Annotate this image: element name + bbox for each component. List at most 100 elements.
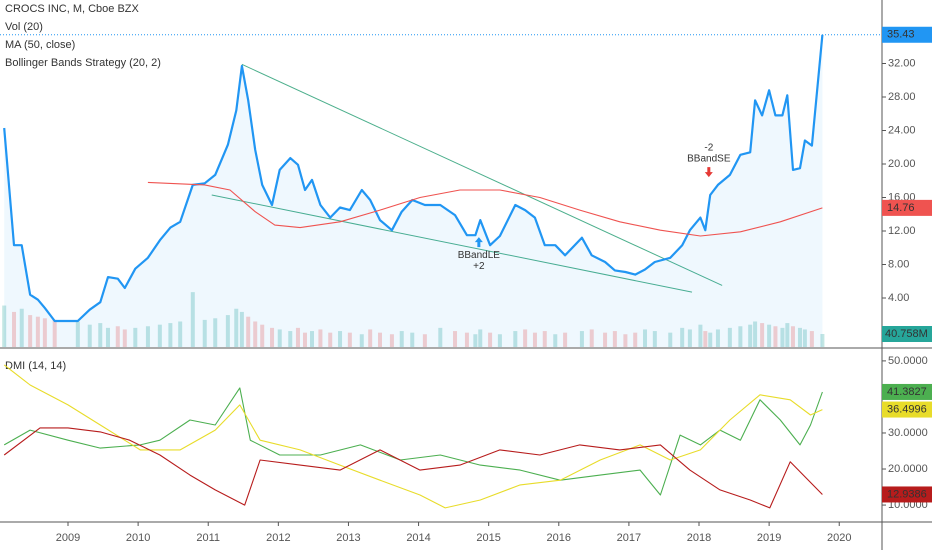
volume-bar (145, 326, 150, 347)
volume-bar (422, 334, 427, 347)
price-label: 35.43 (887, 29, 915, 41)
volume-bar (753, 321, 758, 347)
x-tick-label: 2018 (687, 532, 711, 544)
volume-bar (35, 316, 40, 347)
volume-bar (553, 334, 558, 347)
legend-strategy: Bollinger Bands Strategy (20, 2) (5, 57, 161, 69)
series-line (3, 34, 824, 323)
trendline (241, 63, 723, 286)
volume-bar (603, 332, 608, 347)
volume-bar (809, 331, 814, 347)
volume-bar (105, 327, 110, 347)
signal-arrow (474, 237, 483, 248)
volume-bar (802, 329, 807, 347)
legend-volume: Vol (20) (5, 21, 43, 33)
volume-bar (748, 324, 753, 347)
volume-bar (42, 318, 47, 347)
y-tick-label: 8.00 (888, 258, 909, 270)
volume-bar (668, 332, 673, 347)
price-label: 36.4996 (887, 403, 927, 415)
x-tick-label: 2013 (336, 532, 360, 544)
volume-bar (75, 321, 80, 347)
volume-bar (12, 311, 17, 347)
volume-bar (260, 324, 265, 347)
y-tick-label: 24.00 (888, 124, 916, 136)
dmi-title: DMI (14, 14) (5, 360, 66, 372)
area-fill (4, 34, 823, 348)
volume-bar (633, 332, 638, 347)
volume-bar (178, 321, 183, 347)
y-tick-label: 32.00 (888, 57, 916, 69)
x-tick-label: 2011 (196, 532, 220, 544)
x-tick-label: 2012 (266, 532, 290, 544)
volume-bar (368, 329, 373, 347)
volume-bar (246, 316, 251, 347)
volume-bar (790, 326, 795, 347)
x-tick-label: 2019 (757, 532, 781, 544)
volume-bar (703, 331, 708, 347)
price-label: 41.3827 (887, 386, 927, 398)
volume-bar (98, 323, 103, 347)
signal-label: BBandSE (687, 154, 731, 165)
volume-bar (295, 327, 300, 347)
volume-bar (773, 326, 778, 347)
signal-label: -2 (704, 143, 713, 154)
volume-bar (780, 327, 785, 347)
y-tick-label: 28.00 (888, 91, 916, 103)
volume-bar (497, 334, 502, 347)
volume-bar (2, 305, 7, 347)
x-tick-label: 2017 (617, 532, 641, 544)
volume-bar (239, 311, 244, 347)
volume-label: 40.758M (885, 328, 928, 340)
volume-bar (542, 331, 547, 347)
volume-bar (87, 324, 92, 347)
series-line (3, 387, 823, 496)
volume-bar (277, 329, 282, 347)
x-tick-label: 2020 (827, 532, 851, 544)
signal-label: BBandLE (458, 250, 501, 261)
volume-bar (302, 332, 307, 347)
volume-bar (359, 334, 364, 347)
volume-bar (225, 315, 230, 347)
legend-ma: MA (50, close) (5, 39, 75, 51)
volume-bar (410, 332, 415, 347)
volume-bar (687, 329, 692, 347)
volume-bar (338, 331, 343, 347)
volume-bar (738, 326, 743, 347)
volume-bar (589, 329, 594, 347)
volume-bar (715, 329, 720, 347)
x-tick-label: 2014 (406, 532, 430, 544)
volume-bar (708, 332, 713, 347)
volume-label-box (882, 326, 932, 343)
volume-bar (378, 332, 383, 347)
y-tick-label: 30.0000 (888, 427, 928, 439)
y-tick-label: 20.00 (888, 158, 916, 170)
x-tick-label: 2010 (126, 532, 150, 544)
volume-bar (652, 331, 657, 347)
volume-bar (133, 327, 138, 347)
y-tick-label: 20.0000 (888, 463, 928, 475)
x-tick-label: 2015 (476, 532, 500, 544)
series-line (3, 364, 823, 509)
signal-arrow (704, 167, 713, 178)
x-tick-label: 2009 (56, 532, 80, 544)
chart-title: CROCS INC, M, Cboe BZX (5, 3, 140, 15)
volume-bar (347, 332, 352, 347)
volume-bar (270, 327, 275, 347)
volume-bar (399, 331, 404, 347)
volume-bar (157, 324, 162, 347)
price-label-box (882, 26, 932, 43)
price-label-box (882, 199, 932, 216)
volume-bar (453, 331, 458, 347)
volume-bar (52, 319, 57, 347)
volume-bar (513, 331, 518, 347)
price-label-box (882, 486, 932, 503)
volume-bar (288, 331, 293, 347)
volume-bar (797, 327, 802, 347)
volume-bar (213, 318, 218, 347)
volume-bar (727, 327, 732, 347)
volume-bar (122, 329, 127, 347)
volume-bar (643, 329, 648, 347)
